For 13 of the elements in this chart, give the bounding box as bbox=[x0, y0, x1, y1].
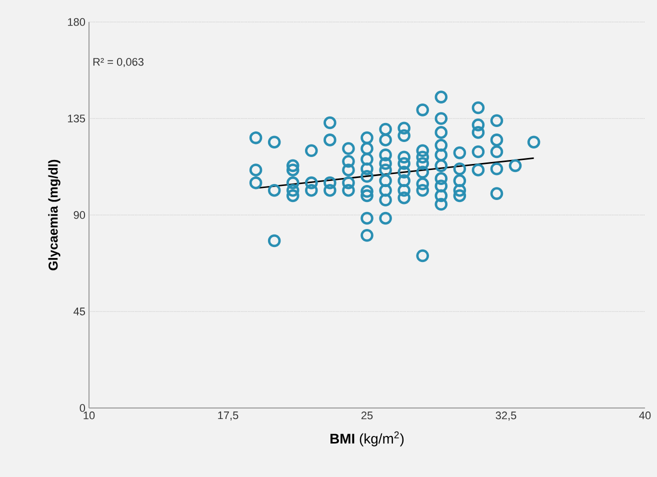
x-tick-label: 10 bbox=[84, 412, 95, 420]
x-tick-label: 17,5 bbox=[218, 412, 238, 420]
x-tick-label: 32,5 bbox=[496, 412, 516, 421]
x-tick-label: 25 bbox=[361, 412, 373, 420]
y-tick-label: 135 bbox=[68, 114, 86, 122]
y-tick-label: 45 bbox=[74, 308, 86, 316]
x-axis-title: BMI (kg/m$^{2}$) bbox=[330, 431, 404, 446]
y-tick-label: 0 bbox=[80, 404, 86, 412]
y-tick-label: 90 bbox=[74, 211, 86, 219]
x-tick-label: 40 bbox=[639, 412, 651, 420]
annotation: R² = 0,063 bbox=[93, 58, 144, 68]
y-axis-title: Glycaemia (mg/dl) bbox=[48, 160, 60, 270]
y-tick-label: 180 bbox=[68, 18, 86, 26]
